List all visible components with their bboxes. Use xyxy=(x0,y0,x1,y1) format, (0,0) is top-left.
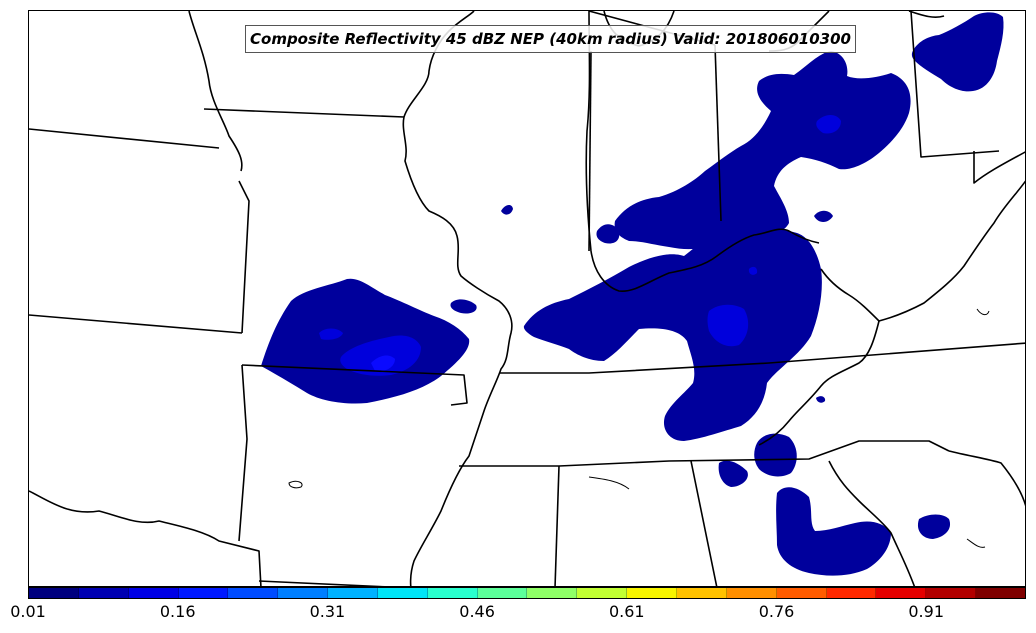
colorbar-segment xyxy=(876,588,927,598)
map-title: Composite Reflectivity 45 dBZ NEP (40km … xyxy=(245,25,856,53)
colorbar-segment xyxy=(278,588,329,598)
state-border-arkansas-louisiana xyxy=(258,580,385,586)
colorbar xyxy=(28,587,1026,599)
probability-region-tennessee-small xyxy=(718,460,748,487)
state-border-nc-sc xyxy=(948,450,1025,507)
colorbar-segment xyxy=(29,588,79,598)
colorbar-segment xyxy=(527,588,578,598)
colorbar-tick-label: 0.46 xyxy=(459,602,495,621)
probability-region-ohio-west xyxy=(596,224,620,244)
colorbar-segment xyxy=(477,588,528,598)
probability-region-carolina xyxy=(917,514,951,539)
state-border-ohio-pa xyxy=(910,11,1000,158)
state-border-illinois-indiana xyxy=(588,50,592,252)
state-border-missouri-iowa xyxy=(203,108,405,118)
state-border-kansas-missouri xyxy=(238,180,250,334)
probability-higher xyxy=(319,115,841,376)
colorbar-segment xyxy=(427,588,478,598)
colorbar-tick-label: 0.16 xyxy=(159,602,196,621)
state-border-kansas-nebraska xyxy=(29,128,220,149)
colorbar-segment xyxy=(178,588,229,598)
state-border-indiana-ohio xyxy=(714,44,722,222)
river-illinois-ohio xyxy=(585,11,820,292)
probability-region-ohio-east xyxy=(814,210,833,223)
probability-region-north-georgia xyxy=(776,487,891,576)
probability-region-indiana xyxy=(614,51,911,250)
colorbar-segment xyxy=(128,588,179,598)
state-border-ga-carolina xyxy=(828,460,916,586)
colorbar-segment xyxy=(926,588,977,598)
colorbar-segment xyxy=(627,588,677,598)
colorbar-segment xyxy=(377,588,428,598)
colorbar-tick-label: 0.01 xyxy=(10,602,46,621)
state-border-kansas-oklahoma xyxy=(29,314,243,334)
probability-region-missouri xyxy=(261,278,470,404)
probability-region-small-il2 xyxy=(501,205,513,215)
colorbar-segment xyxy=(976,588,1025,598)
probability-regions xyxy=(261,12,1004,576)
probability-highest xyxy=(371,355,395,372)
colorbar-segment xyxy=(676,588,727,598)
colorbar-segment xyxy=(78,588,129,598)
river-mississippi xyxy=(188,11,513,586)
colorbar-segment xyxy=(826,588,877,598)
colorbar-segment xyxy=(726,588,777,598)
colorbar-segment xyxy=(228,588,279,598)
map-panel: Composite Reflectivity 45 dBZ NEP (40km … xyxy=(28,10,1026,587)
probability-region-small-il xyxy=(450,299,477,314)
state-border-al-ga xyxy=(690,460,718,586)
colorbar-tick-label: 0.61 xyxy=(608,602,645,621)
state-border-kentucky-tennessee xyxy=(499,342,1025,374)
probability-region-tiny xyxy=(816,396,826,403)
probability-region-tennessee-east xyxy=(754,433,797,477)
colorbar-segment xyxy=(328,588,378,598)
lakes xyxy=(288,308,990,548)
probability-region-ohio-ne xyxy=(911,12,1004,92)
colorbar-segment xyxy=(776,588,827,598)
map-canvas xyxy=(29,11,1025,586)
colorbar-tick-label: 0.76 xyxy=(758,602,795,621)
colorbar-tick-label: 0.91 xyxy=(908,602,944,621)
state-border-missouri-arkansas xyxy=(241,364,468,406)
state-border-oklahoma-texas xyxy=(29,490,262,586)
state-border-oklahoma-arkansas xyxy=(238,364,248,542)
state-border-wv xyxy=(820,151,1025,322)
state-border-va-nc xyxy=(758,320,880,446)
probability-region-ohio-valley xyxy=(523,220,822,441)
state-border-ms-al xyxy=(554,465,560,586)
state-border-tennessee-south xyxy=(459,440,950,467)
colorbar-tick-label: 0.31 xyxy=(309,602,346,621)
colorbar-segment xyxy=(577,588,628,598)
